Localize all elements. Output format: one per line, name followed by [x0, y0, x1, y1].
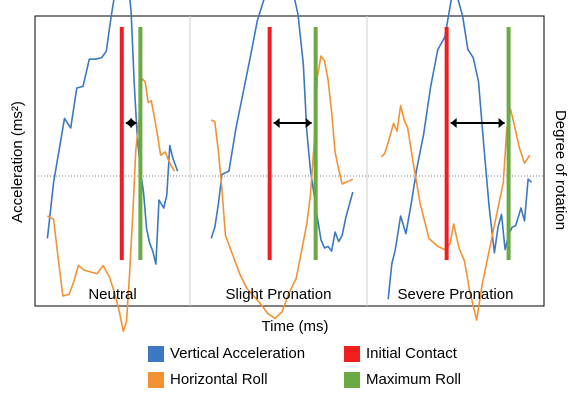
arrowhead-right-neutral: [130, 118, 137, 128]
legend-item-vertical-acceleration: Vertical Acceleration: [148, 345, 305, 362]
vertical-acceleration-line-slight-pronation: [210, 0, 354, 252]
legend-swatch-maximum-roll: [344, 371, 360, 388]
chart-canvas: Neutral Slight Pronation Severe Pronation …: [9, 0, 569, 335]
y-axis-label: Acceleration (ms²): [9, 101, 26, 223]
legend-label-horizontal-roll: Horizontal Roll: [170, 371, 268, 388]
arrowhead-left-severe-pronation: [450, 118, 457, 128]
legend: Vertical Acceleration Initial Contact Ho…: [148, 344, 548, 394]
legend-swatch-vertical-acceleration: [148, 345, 164, 362]
horizontal-roll-line-neutral: [47, 77, 176, 333]
horizontal-roll-line-slight-pronation: [210, 55, 354, 320]
panel-severe-pronation: Severe Pronation: [380, 0, 533, 321]
panel-title-slight-pronation: Slight Pronation: [226, 286, 332, 303]
x-axis-label: Time (ms): [262, 318, 329, 335]
panel-neutral: Neutral: [46, 0, 179, 333]
panel-title-severe-pronation: Severe Pronation: [398, 286, 514, 303]
legend-label-vertical-acceleration: Vertical Acceleration: [170, 345, 306, 362]
plot-frame: [34, 15, 545, 307]
legend-item-maximum-roll: Maximum Roll: [344, 371, 461, 388]
legend-swatch-initial-contact: [344, 345, 360, 362]
vertical-acceleration-line-severe-pronation: [387, 0, 533, 300]
y-axis-right-label: Degree of rotation: [552, 110, 569, 230]
panels-layer: Neutral Slight Pronation Severe Pronation: [46, 0, 533, 333]
legend-swatch-horizontal-roll: [148, 371, 164, 388]
arrowhead-right-severe-pronation: [498, 118, 505, 128]
legend-item-horizontal-roll: Horizontal Roll: [148, 371, 268, 388]
arrowhead-right-slight-pronation: [305, 118, 312, 128]
plot-area: [34, 15, 545, 307]
legend-item-initial-contact: Initial Contact: [344, 345, 457, 362]
vertical-acceleration-line-neutral: [46, 0, 179, 265]
arrowhead-left-slight-pronation: [273, 118, 280, 128]
legend-label-initial-contact: Initial Contact: [366, 345, 457, 362]
panel-slight-pronation: Slight Pronation: [210, 0, 354, 320]
arrowhead-left-neutral: [125, 118, 132, 128]
legend-label-maximum-roll: Maximum Roll: [366, 371, 462, 388]
panel-title-neutral: Neutral: [88, 286, 136, 303]
